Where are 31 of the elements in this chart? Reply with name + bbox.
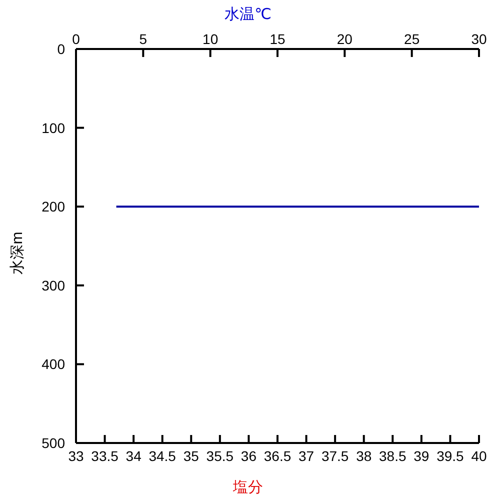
x-axis-title: 塩分 <box>232 479 263 496</box>
x-tick-label: 36 <box>240 448 257 464</box>
x2-tick-label: 15 <box>270 31 286 47</box>
y-tick-label: 0 <box>57 41 66 57</box>
y-tick-label: 500 <box>42 435 66 451</box>
x-tick-label: 38 <box>356 448 372 464</box>
y-tick-label: 300 <box>42 277 66 294</box>
x2-tick-label: 20 <box>336 31 353 47</box>
x2-tick-label: 10 <box>202 31 218 47</box>
x-tick-label: 39 <box>414 448 430 464</box>
x2-axis-title: 水温℃ <box>224 6 272 23</box>
x2-tick-label: 25 <box>404 31 420 47</box>
x-tick-label: 34 <box>126 448 142 464</box>
x-tick-label: 33.5 <box>91 448 119 464</box>
x-tick-label: 35.5 <box>206 448 234 464</box>
x-tick-label: 33 <box>68 448 84 464</box>
x-tick-label: 38.5 <box>379 448 406 464</box>
x-tick-label: 39.5 <box>436 448 464 464</box>
x-tick-label: 36.5 <box>264 448 292 464</box>
x-tick-label: 35 <box>183 448 200 464</box>
y-tick-label: 400 <box>42 356 66 372</box>
x2-tick-label: 30 <box>471 31 487 47</box>
x2-tick-label: 0 <box>72 31 80 47</box>
x-tick-label: 34.5 <box>148 448 176 464</box>
y-axis-title: 水深m <box>9 232 26 274</box>
y-tick-label: 100 <box>42 120 66 136</box>
x2-tick-label: 5 <box>139 31 148 47</box>
x-tick-label: 37 <box>298 448 314 464</box>
x-tick-label: 37.5 <box>321 448 349 464</box>
y-tick-label: 200 <box>42 198 66 215</box>
x-tick-label: 40 <box>471 448 487 464</box>
